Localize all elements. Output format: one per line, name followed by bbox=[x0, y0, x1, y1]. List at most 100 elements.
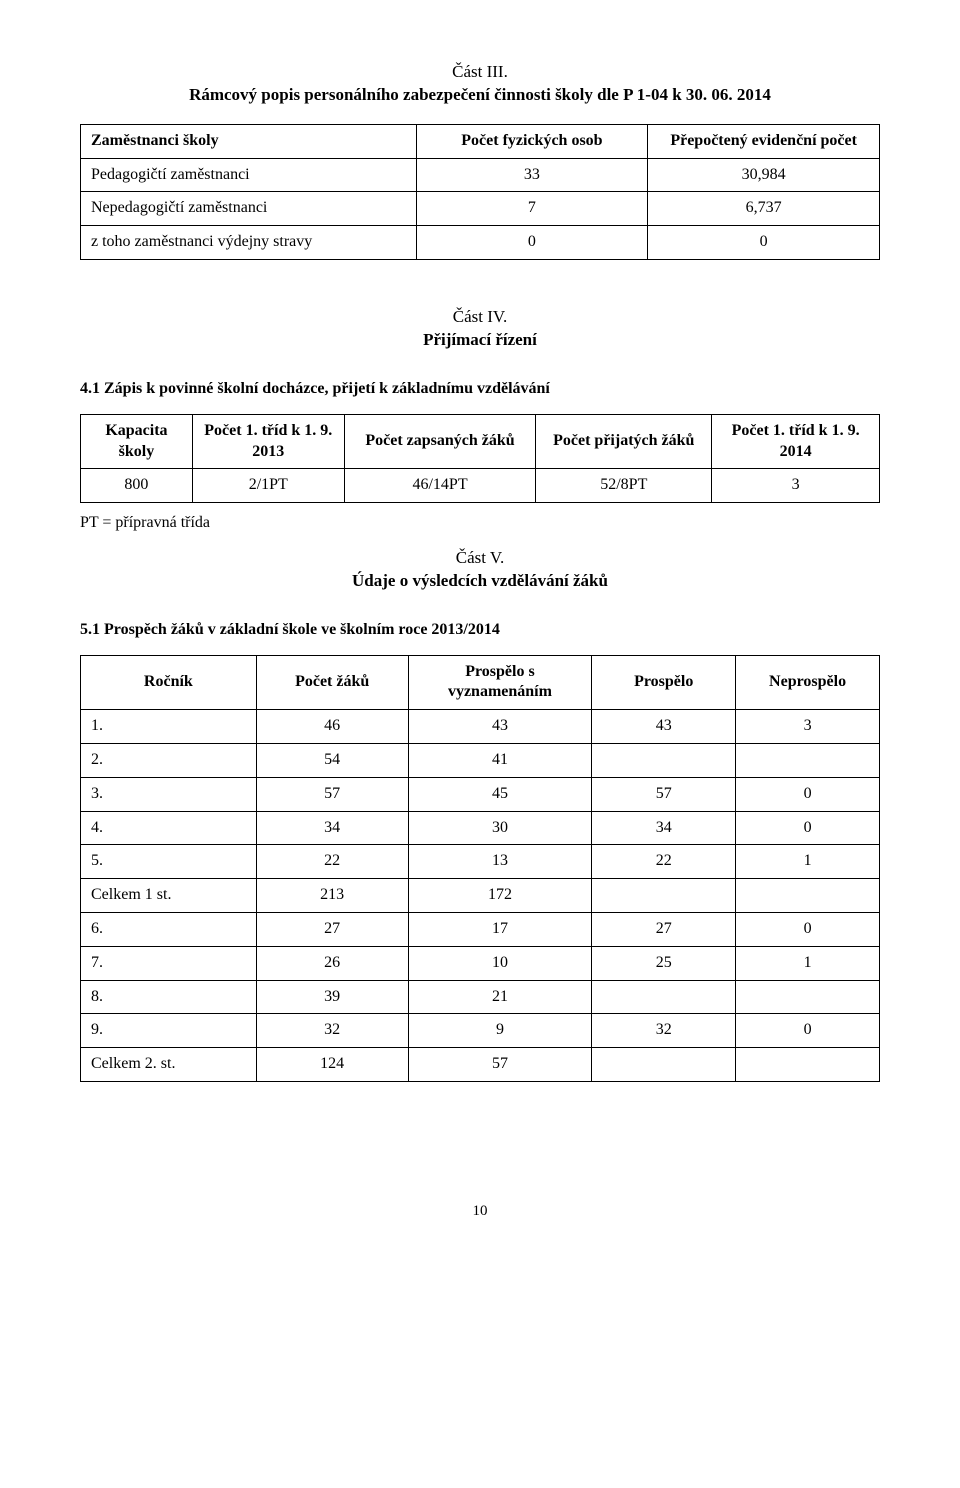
table-row: Nepedagogičtí zaměstnanci 7 6,737 bbox=[81, 192, 880, 226]
cell: 0 bbox=[736, 1014, 880, 1048]
col-header: Zaměstnanci školy bbox=[81, 124, 417, 158]
part5-title-line1: Část V. bbox=[80, 546, 880, 570]
cell: 0 bbox=[648, 226, 880, 260]
cell: 22 bbox=[256, 845, 408, 879]
cell: 1. bbox=[81, 710, 257, 744]
cell bbox=[736, 1048, 880, 1082]
cell: 54 bbox=[256, 744, 408, 778]
cell: 800 bbox=[81, 469, 193, 503]
cell: 1 bbox=[736, 845, 880, 879]
table-row: 1.4643433 bbox=[81, 710, 880, 744]
table-row: 7.2610251 bbox=[81, 946, 880, 980]
table-row: 8.3921 bbox=[81, 980, 880, 1014]
cell: Nepedagogičtí zaměstnanci bbox=[81, 192, 417, 226]
cell: 1 bbox=[736, 946, 880, 980]
cell: 32 bbox=[592, 1014, 736, 1048]
cell: 41 bbox=[408, 744, 592, 778]
cell: 6,737 bbox=[648, 192, 880, 226]
cell: 7 bbox=[416, 192, 648, 226]
part4-title-line2: Přijímací řízení bbox=[80, 329, 880, 351]
cell: 57 bbox=[256, 777, 408, 811]
table-row: z toho zaměstnanci výdejny stravy 0 0 bbox=[81, 226, 880, 260]
cell: 2/1PT bbox=[192, 469, 344, 503]
col-header: Ročník bbox=[81, 655, 257, 710]
cell: 172 bbox=[408, 879, 592, 913]
part5-table: Ročník Počet žáků Prospělo s vyznamenání… bbox=[80, 655, 880, 1082]
cell: 7. bbox=[81, 946, 257, 980]
cell: 3. bbox=[81, 777, 257, 811]
cell: 0 bbox=[736, 913, 880, 947]
cell: 6. bbox=[81, 913, 257, 947]
table-header-row: Zaměstnanci školy Počet fyzických osob P… bbox=[81, 124, 880, 158]
col-header: Počet žáků bbox=[256, 655, 408, 710]
part3-title-line1: Část III. bbox=[80, 60, 880, 84]
page-number: 10 bbox=[80, 1202, 880, 1222]
cell: 17 bbox=[408, 913, 592, 947]
cell: 213 bbox=[256, 879, 408, 913]
cell: 52/8PT bbox=[536, 469, 712, 503]
cell: 0 bbox=[736, 777, 880, 811]
cell bbox=[736, 980, 880, 1014]
cell: 43 bbox=[408, 710, 592, 744]
cell: 43 bbox=[592, 710, 736, 744]
cell: 9 bbox=[408, 1014, 592, 1048]
cell: 45 bbox=[408, 777, 592, 811]
cell: 4. bbox=[81, 811, 257, 845]
cell: 21 bbox=[408, 980, 592, 1014]
table-row: 5.2213221 bbox=[81, 845, 880, 879]
cell bbox=[736, 879, 880, 913]
cell: 8. bbox=[81, 980, 257, 1014]
part4-note: PT = přípravná třída bbox=[80, 513, 880, 534]
cell bbox=[592, 879, 736, 913]
part3-title-line2: Rámcový popis personálního zabezpečení č… bbox=[80, 84, 880, 106]
cell: 0 bbox=[736, 811, 880, 845]
part4-title-line1: Část IV. bbox=[80, 305, 880, 329]
cell: Celkem 2. st. bbox=[81, 1048, 257, 1082]
part5-subheading: 5.1 Prospěch žáků v základní škole ve šk… bbox=[80, 620, 880, 641]
table-row: 3.5745570 bbox=[81, 777, 880, 811]
cell: 46/14PT bbox=[344, 469, 536, 503]
part3-table: Zaměstnanci školy Počet fyzických osob P… bbox=[80, 124, 880, 260]
cell: 26 bbox=[256, 946, 408, 980]
col-header: Počet přijatých žáků bbox=[536, 414, 712, 469]
cell: 57 bbox=[592, 777, 736, 811]
table-row: 4.3430340 bbox=[81, 811, 880, 845]
part4-subheading: 4.1 Zápis k povinné školní docházce, při… bbox=[80, 379, 880, 400]
col-header: Neprospělo bbox=[736, 655, 880, 710]
cell: 25 bbox=[592, 946, 736, 980]
cell: 124 bbox=[256, 1048, 408, 1082]
col-header: Počet 1. tříd k 1. 9. 2013 bbox=[192, 414, 344, 469]
col-header: Počet zapsaných žáků bbox=[344, 414, 536, 469]
cell: 9. bbox=[81, 1014, 257, 1048]
part4-heading: Část IV. Přijímací řízení bbox=[80, 305, 880, 351]
part5-title-line2: Údaje o výsledcích vzdělávání žáků bbox=[80, 570, 880, 592]
part5-heading: Část V. Údaje o výsledcích vzdělávání žá… bbox=[80, 546, 880, 592]
cell: 27 bbox=[592, 913, 736, 947]
cell: 27 bbox=[256, 913, 408, 947]
table-row: 9.329320 bbox=[81, 1014, 880, 1048]
cell bbox=[592, 744, 736, 778]
table-header-row: Kapacita školy Počet 1. tříd k 1. 9. 201… bbox=[81, 414, 880, 469]
cell bbox=[592, 1048, 736, 1082]
cell: 57 bbox=[408, 1048, 592, 1082]
cell bbox=[736, 744, 880, 778]
cell: 2. bbox=[81, 744, 257, 778]
cell: 34 bbox=[256, 811, 408, 845]
cell: 30 bbox=[408, 811, 592, 845]
table-header-row: Ročník Počet žáků Prospělo s vyznamenání… bbox=[81, 655, 880, 710]
cell: z toho zaměstnanci výdejny stravy bbox=[81, 226, 417, 260]
cell: 0 bbox=[416, 226, 648, 260]
col-header: Počet 1. tříd k 1. 9. 2014 bbox=[712, 414, 880, 469]
cell: 10 bbox=[408, 946, 592, 980]
col-header: Prospělo bbox=[592, 655, 736, 710]
cell: 46 bbox=[256, 710, 408, 744]
col-header: Kapacita školy bbox=[81, 414, 193, 469]
col-header: Počet fyzických osob bbox=[416, 124, 648, 158]
table-row: Celkem 2. st.12457 bbox=[81, 1048, 880, 1082]
cell: 32 bbox=[256, 1014, 408, 1048]
cell: 3 bbox=[736, 710, 880, 744]
table-row: 800 2/1PT 46/14PT 52/8PT 3 bbox=[81, 469, 880, 503]
cell: 34 bbox=[592, 811, 736, 845]
cell: 33 bbox=[416, 158, 648, 192]
col-header: Prospělo s vyznamenáním bbox=[408, 655, 592, 710]
